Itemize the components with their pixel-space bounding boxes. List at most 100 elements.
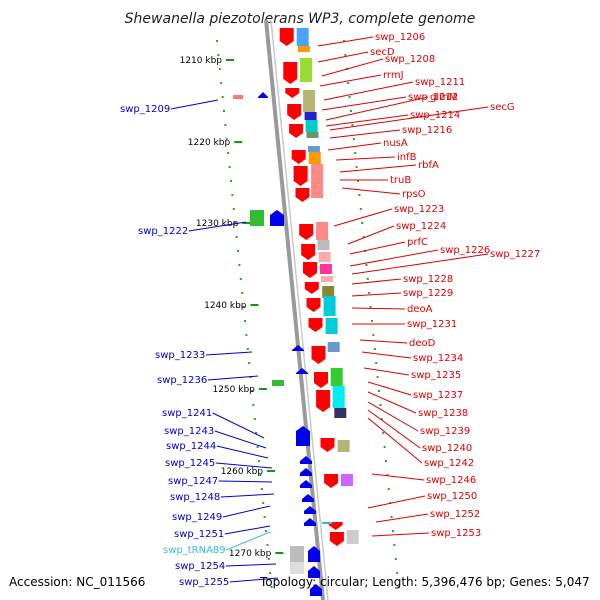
forward-label-leader — [371, 473, 425, 481]
forward-gene-block — [327, 342, 340, 352]
scale-dot — [246, 348, 249, 350]
forward-gene-arrow — [283, 62, 298, 84]
forward-label-leader — [363, 367, 410, 376]
scale-dot — [371, 320, 373, 322]
forward-gene-block — [319, 264, 332, 274]
map-title: Shewanella piezotolerans WP3, complete g… — [125, 11, 476, 27]
forward-label-leader — [325, 96, 429, 121]
forward-gene-label: swp_1206 — [375, 32, 425, 43]
forward-gene-block — [320, 276, 333, 282]
reverse-gene-arrow — [296, 368, 308, 374]
forward-label-leader — [367, 495, 426, 509]
forward-gene-arrow — [295, 188, 310, 202]
scale-dot — [396, 572, 399, 574]
scale-dot — [228, 166, 231, 168]
reverse-gene-label: swp_1249 — [172, 512, 222, 523]
reverse-label-leader — [229, 577, 279, 583]
forward-label-leader — [371, 532, 430, 537]
forward-gene-label: swp_1246 — [426, 475, 476, 486]
scale-dot — [221, 96, 224, 98]
scale-dot — [252, 404, 255, 406]
reverse-gene-label: swp_1247 — [168, 476, 218, 487]
scale-dot — [350, 110, 352, 112]
forward-gene-block — [323, 296, 336, 316]
forward-label-leader — [351, 292, 402, 297]
scale-dot — [368, 292, 371, 294]
forward-label-leader — [347, 225, 395, 245]
forward-gene-block — [297, 46, 310, 52]
reverse-label-leader — [212, 412, 265, 439]
forward-label-leader — [339, 164, 417, 173]
scale-dot — [235, 236, 238, 238]
scale-dot — [393, 544, 396, 546]
scale-dot — [223, 110, 225, 112]
scale-dot — [269, 572, 272, 574]
forward-gene-block — [337, 440, 350, 452]
forward-gene-block — [316, 222, 329, 240]
scale-dot — [234, 222, 237, 224]
reverse-gene-label: swp_1243 — [164, 426, 214, 437]
kbp-tick-label: 1260 kbp — [221, 467, 264, 477]
scale-dot — [263, 516, 266, 518]
forward-gene-block — [317, 240, 330, 250]
reverse-label-leader — [214, 430, 267, 449]
reverse-gene-block — [290, 546, 304, 562]
scale-dot — [251, 390, 253, 392]
forward-gene-arrow — [293, 166, 308, 186]
forward-gene-label: swp_1250 — [427, 491, 477, 502]
scale-dot — [383, 446, 386, 448]
reverse-gene-arrow — [310, 584, 322, 596]
forward-gene-arrow — [289, 124, 304, 138]
kbp-tick-label: 1240 kbp — [204, 301, 247, 311]
forward-gene-label: nusA — [383, 138, 408, 149]
reverse-label-leader — [222, 505, 271, 518]
reverse-label-leader — [225, 563, 277, 567]
scale-dot — [392, 530, 394, 532]
scale-dot — [227, 152, 230, 154]
scale-dot — [244, 320, 246, 322]
forward-gene-block — [318, 252, 331, 262]
reverse-gene-label: swp_1209 — [120, 104, 170, 115]
forward-gene-block — [300, 58, 312, 82]
forward-label-leader — [317, 36, 374, 47]
forward-gene-label: infB — [397, 152, 417, 163]
forward-label-leader — [349, 249, 439, 267]
reverse-gene-block — [250, 210, 264, 226]
genome-axis-edge — [270, 19, 329, 600]
forward-label-leader — [335, 156, 396, 161]
forward-gene-label: rbfA — [418, 160, 439, 171]
forward-gene-arrow — [303, 262, 317, 278]
reverse-gene-label: swp_tRNA89 — [163, 545, 226, 556]
reverse-label-leader — [205, 351, 253, 356]
forward-label-leader — [323, 81, 414, 101]
scale-dot — [241, 292, 244, 294]
forward-label-leader — [317, 51, 369, 63]
reverse-label-leader — [218, 480, 273, 483]
forward-gene-arrow — [316, 390, 331, 412]
scale-dot — [347, 82, 350, 84]
forward-label-leader — [367, 401, 419, 432]
scale-dot — [267, 558, 270, 560]
forward-label-leader — [329, 106, 489, 131]
reverse-label-leader — [220, 493, 275, 498]
scale-dot — [361, 222, 364, 224]
reverse-gene-arrow — [308, 546, 320, 562]
forward-gene-label: swp_1239 — [420, 426, 470, 437]
forward-gene-block — [325, 318, 338, 334]
reverse-gene-arrow — [304, 518, 316, 526]
scale-dot — [362, 236, 365, 238]
scale-dot — [258, 460, 260, 462]
forward-gene-label: swp_1212 — [408, 92, 458, 103]
scale-dot — [355, 166, 358, 168]
forward-gene-block — [296, 28, 309, 46]
forward-label-leader — [367, 391, 417, 414]
forward-gene-label: swp_1227 — [490, 249, 540, 260]
scale-dot — [351, 124, 354, 126]
forward-label-leader — [375, 513, 429, 523]
scale-dot — [218, 68, 221, 70]
forward-gene-label: swp_1238 — [418, 408, 468, 419]
forward-gene-arrow — [285, 88, 300, 98]
forward-gene-label: swp_1237 — [413, 390, 463, 401]
forward-gene-block — [308, 152, 321, 164]
scale-dot — [217, 54, 220, 56]
